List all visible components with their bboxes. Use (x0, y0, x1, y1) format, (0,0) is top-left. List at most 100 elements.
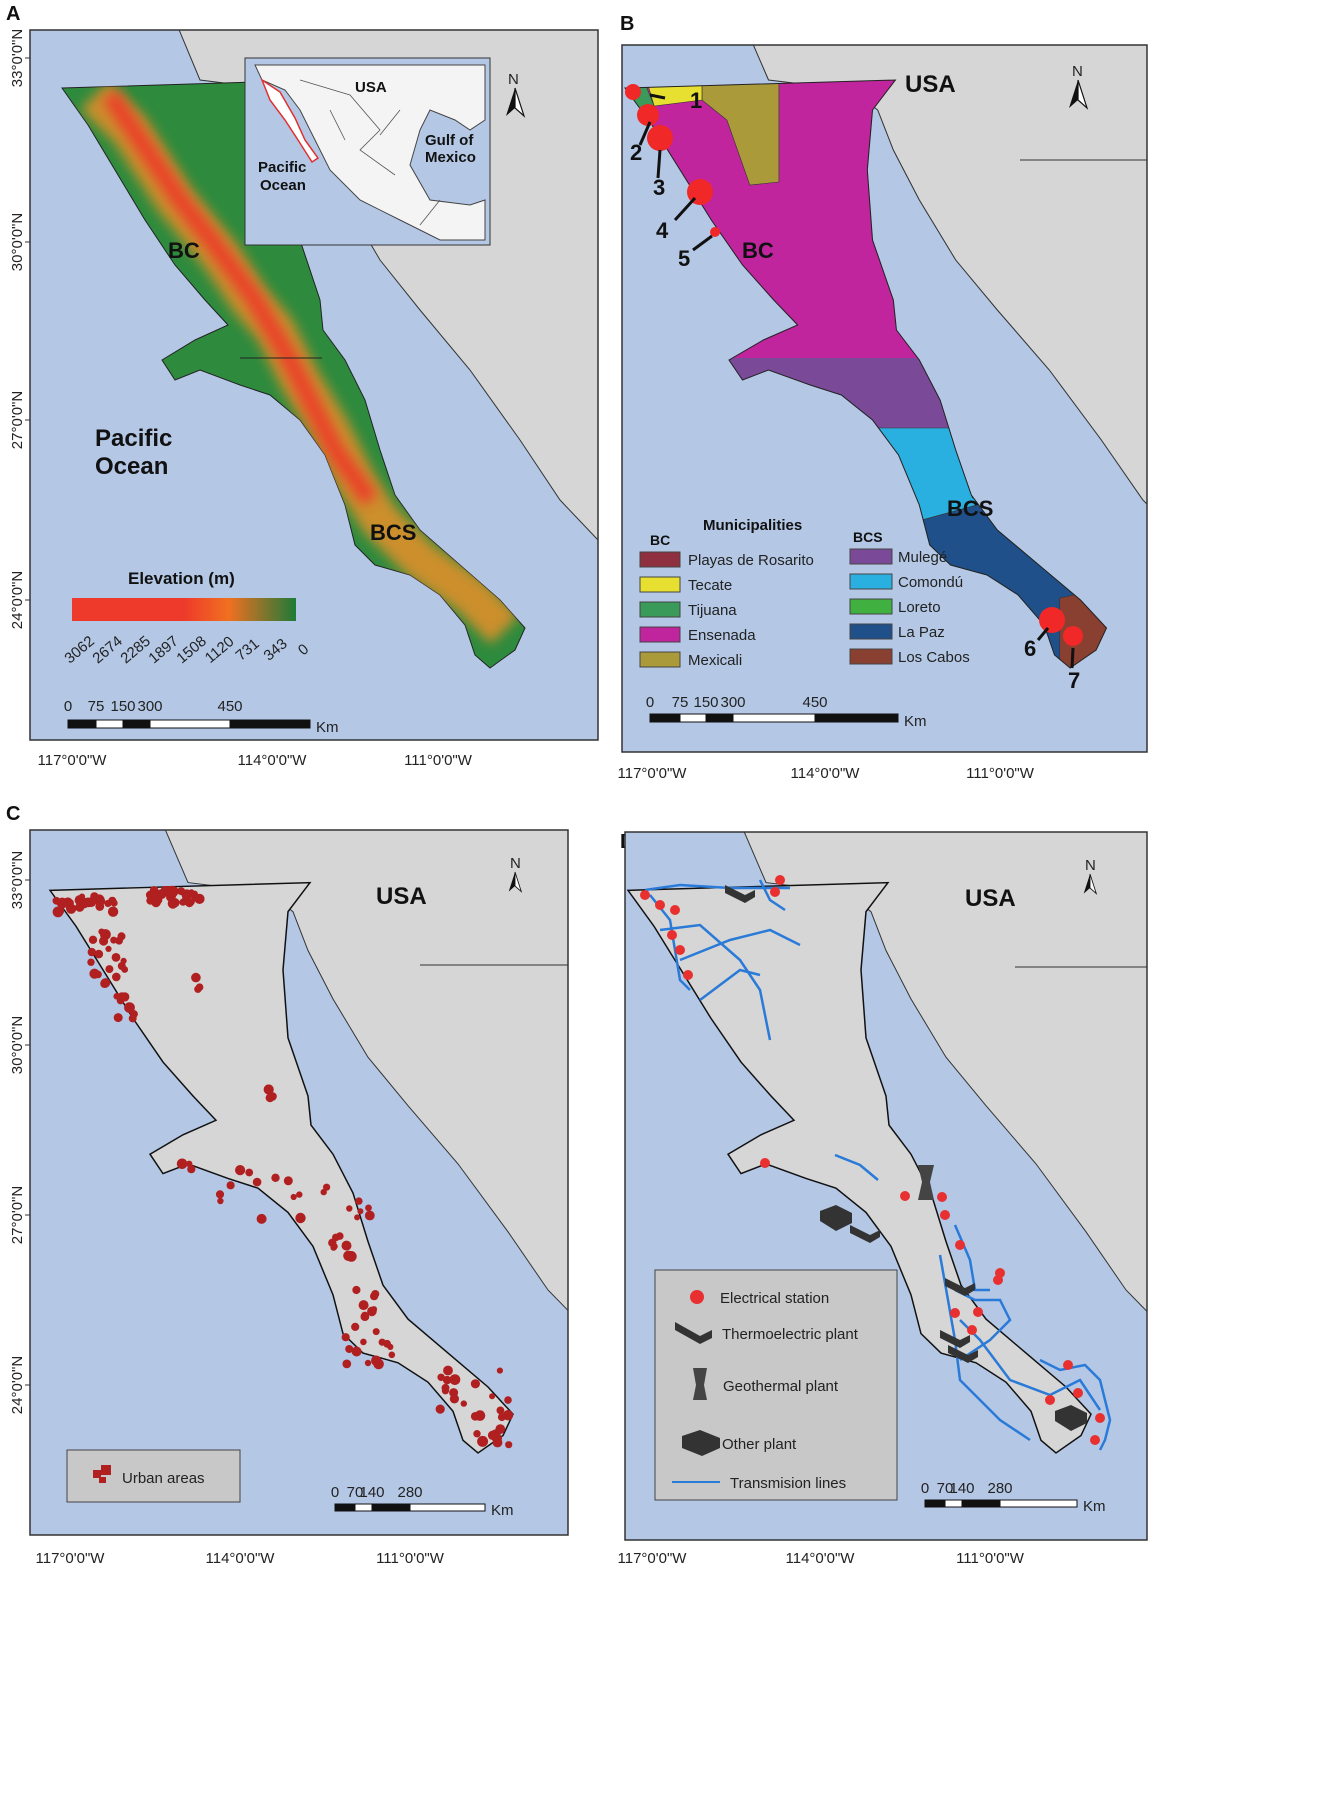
svg-text:Ocean: Ocean (95, 453, 168, 480)
thermoelectric-plant (940, 1330, 970, 1348)
svg-text:Thermoelectric plant: Thermoelectric plant (722, 1326, 859, 1343)
electrical-station (1045, 1395, 1055, 1405)
scale-tick: 0 (64, 698, 72, 715)
infrastructure-legend: Electrical station Thermoelectric plant … (654, 1269, 898, 1501)
urban-area (388, 1351, 396, 1359)
svg-text:BC: BC (650, 532, 670, 548)
urban-area (117, 962, 126, 970)
site-marker (1039, 607, 1065, 633)
urban-area (89, 968, 100, 979)
urban-area (195, 983, 204, 991)
latitude-label: 24°0'0"N (9, 571, 26, 629)
label-bcs: BCS (370, 520, 416, 545)
scale-segment (732, 713, 816, 723)
map-frame (29, 29, 599, 741)
urban-area (88, 935, 98, 944)
urban-area (342, 1359, 352, 1369)
legend-swatch (849, 548, 893, 565)
urban-area (354, 1214, 361, 1221)
urban-area (371, 1355, 382, 1366)
scale-segment (229, 719, 311, 729)
scale-unit: Km (1083, 1498, 1106, 1515)
urban-area (352, 1285, 361, 1295)
scale-segment (334, 1503, 356, 1512)
urban-area (235, 1165, 246, 1176)
urban-area (56, 908, 64, 916)
scale-tick: 70 (937, 1480, 954, 1497)
urban-area (492, 1437, 503, 1448)
panel-letter: B (620, 13, 634, 35)
scale-unit: Km (904, 713, 927, 730)
scale-segment (705, 713, 734, 723)
thermoelectric-plant (948, 1345, 978, 1363)
site-label: 4 (656, 218, 669, 243)
urban-area (345, 1345, 354, 1353)
svg-text:Geothermal plant: Geothermal plant (723, 1378, 839, 1395)
urban-area (364, 1210, 375, 1221)
geothermal-plant-icon (693, 1368, 707, 1400)
latitude-label: 33°0'0"N (9, 29, 26, 87)
thermoelectric-plant (725, 885, 755, 903)
inset-map: USA Gulf of Mexico Pacific Ocean (244, 57, 491, 246)
scale-segment (944, 1499, 963, 1508)
municipalities-legend: Municipalities BC BCS Playas de Rosarito… (639, 517, 970, 669)
urban-area (496, 1367, 503, 1374)
urban-area (124, 1002, 135, 1013)
urban-areas (52, 885, 514, 1449)
urban-area (98, 928, 105, 935)
svg-text:BC: BC (742, 238, 774, 263)
transmission-line (954, 1288, 1012, 1362)
urban-area (296, 1191, 303, 1198)
urban-area (87, 958, 95, 966)
electrical-station (967, 1325, 977, 1335)
urban-area (346, 1205, 353, 1212)
scale-tick: 0 (331, 1484, 339, 1501)
scale-tick: 0 (921, 1480, 929, 1497)
legend-label: Mulegé (898, 549, 947, 566)
site-marker (647, 125, 673, 151)
scale-segment (122, 719, 151, 729)
site-label: 3 (653, 175, 665, 200)
label-ocean: Pacific (95, 425, 172, 452)
electrical-station (667, 930, 677, 940)
thermoelectric-plant (945, 1278, 975, 1296)
electrical-station-icon (690, 1290, 704, 1304)
svg-text:USA: USA (355, 79, 387, 96)
urban-area (151, 897, 161, 908)
urban-area (360, 1312, 370, 1321)
scale-tick: 280 (397, 1484, 422, 1501)
electrical-station (640, 890, 650, 900)
panel-a: A USA Gulf of Mexico Pacific (6, 3, 599, 741)
power-plants (725, 885, 1087, 1431)
urban-area (94, 950, 101, 957)
scale-segment (354, 1503, 373, 1512)
electrical-station (940, 1210, 950, 1220)
urban-area (263, 1084, 274, 1095)
urban-area (443, 1365, 453, 1376)
electrical-station (655, 900, 665, 910)
urban-area (504, 1396, 512, 1404)
svg-text:Mexico: Mexico (425, 149, 476, 166)
panel-letter: A (6, 3, 20, 25)
scale-tick: 450 (802, 694, 827, 711)
legend-label: Los Cabos (898, 649, 970, 666)
longitude-label: 117°0'0"W (36, 1550, 106, 1567)
longitude-label: 114°0'0"W (791, 765, 861, 782)
svg-text:N: N (1085, 857, 1096, 874)
urban-area (435, 1404, 445, 1414)
urban-area (505, 1441, 513, 1449)
urban-area (176, 1158, 188, 1170)
svg-text:Transmision lines: Transmision lines (730, 1475, 846, 1492)
site-label: 7 (1068, 668, 1080, 693)
transmission-line (1039, 1358, 1112, 1451)
legend-swatch (849, 598, 893, 615)
svg-text:Pacific: Pacific (258, 159, 306, 176)
svg-text:Other plant: Other plant (722, 1436, 797, 1453)
scale-segment (924, 1499, 946, 1508)
scale-unit: Km (316, 719, 339, 736)
urban-area (256, 1213, 267, 1224)
svg-text:Urban areas: Urban areas (122, 1470, 205, 1487)
legend-swatch (639, 576, 681, 593)
